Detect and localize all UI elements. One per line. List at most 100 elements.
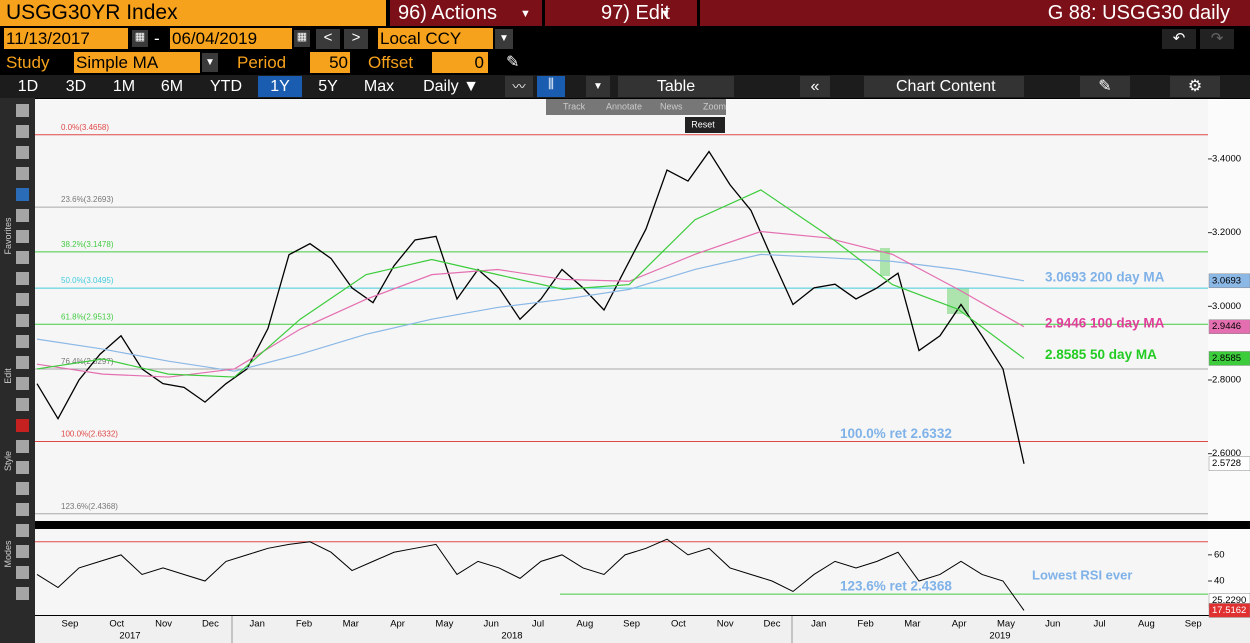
tab[interactable]: 1Y [258, 76, 302, 97]
tool-icon [16, 230, 29, 243]
x-tick-label: May [435, 619, 453, 630]
x-tick-label: Sep [623, 619, 640, 630]
tool-icon [16, 377, 29, 390]
collapse-button[interactable]: « [800, 76, 830, 97]
tool-icon [16, 566, 29, 579]
page-title: G 88: USGG30 daily [700, 0, 1250, 26]
value-badge [1208, 456, 1250, 471]
fib-label: 38.2%(3.1478) [61, 240, 114, 249]
tool-icon [16, 125, 29, 138]
y-tick-label: 40 [1214, 576, 1225, 587]
chart-tool: Zoom [703, 101, 726, 111]
edit-icon[interactable]: ✎ [1080, 76, 1130, 97]
dropdown[interactable]: ▼ [586, 76, 610, 97]
x-tick-label: Jan [811, 619, 826, 630]
highlight [880, 248, 890, 276]
fib-label: 0.0%(3.4658) [61, 123, 109, 132]
undo-button[interactable]: ↶ [1162, 29, 1196, 49]
fib-label: 23.6%(3.2693) [61, 195, 114, 204]
currency[interactable]: Local CCY [378, 28, 493, 49]
prev-button[interactable]: < [316, 29, 340, 49]
y-tick-label: 3.0000 [1212, 301, 1241, 312]
tool-icon [16, 440, 29, 453]
tab[interactable]: 6M [160, 78, 184, 95]
redo-button[interactable]: ↷ [1200, 29, 1234, 49]
caret: ▼ [520, 8, 531, 20]
value-badge-label: 2.8585 [1212, 353, 1241, 364]
edit-menu[interactable]: 97) Edit [545, 0, 697, 26]
value-badge-label: 2.5728 [1212, 458, 1241, 469]
tab[interactable]: 3D [65, 78, 87, 95]
calendar-icon[interactable]: ▦ [132, 30, 148, 47]
x-tick-label: Jan [250, 619, 265, 630]
offset[interactable]: 0 [432, 52, 488, 73]
reset-bg [685, 117, 725, 133]
tool-icon [16, 587, 29, 600]
tool-icon [16, 293, 29, 306]
value-badge [1208, 273, 1250, 289]
table-button[interactable]: Table [618, 76, 734, 97]
series-line [36, 150, 1025, 464]
period-label: Period [237, 53, 287, 72]
x-tick-label: Mar [904, 619, 920, 630]
tool-icon [16, 251, 29, 264]
tab[interactable]: 1D [17, 78, 39, 95]
start-date[interactable]: 11/13/2017 [4, 28, 128, 49]
settings-icon[interactable]: ⚙ [1170, 76, 1220, 97]
x-tick-label: May [997, 619, 1015, 630]
rsi-annotation: Lowest RSI ever [1032, 567, 1132, 582]
value-badge [1208, 603, 1250, 618]
tool-icon [16, 398, 29, 411]
tab[interactable]: 1M [112, 78, 136, 95]
end-date[interactable]: 06/04/2019 [170, 28, 292, 49]
series-line [36, 189, 1025, 378]
tool-icon [16, 167, 29, 180]
rsi-bg [35, 529, 1208, 615]
axis-bg [1208, 99, 1250, 521]
x-tick-label: Jun [484, 619, 499, 630]
series-line [36, 230, 1025, 378]
calendar-icon[interactable]: ▦ [294, 30, 310, 47]
study-label: Study [6, 53, 50, 72]
tool-icon [16, 104, 29, 117]
tab[interactable]: Daily ▼ [423, 78, 479, 95]
security[interactable]: USGG30YR Index [0, 0, 386, 26]
actions-menu[interactable]: 96) Actions [390, 0, 542, 26]
y-tick-label: 60 [1214, 549, 1225, 560]
ma-label: 2.9446 100 day MA [1045, 315, 1165, 330]
value-badge [1208, 351, 1250, 366]
dash: - [154, 29, 160, 48]
chart-content-button[interactable]: Chart Content [864, 76, 1024, 97]
tab[interactable]: 5Y [318, 78, 338, 95]
fib-label: 100.0%(2.6332) [61, 430, 118, 439]
x-tick-label: Dec [764, 619, 781, 630]
ma-label: 2.8585 50 day MA [1045, 347, 1157, 362]
bar-icon[interactable]: ⫼ [537, 76, 565, 97]
dropdown[interactable]: ▼ [202, 53, 218, 72]
tool-icon [16, 272, 29, 285]
year-label: 2017 [119, 631, 140, 642]
x-tick-label: Feb [857, 619, 873, 630]
fib-label: 123.6%(2.4368) [61, 502, 118, 511]
tools-bg [546, 99, 726, 115]
x-tick-label: Aug [1138, 619, 1155, 630]
dropdown[interactable]: ▼ [495, 29, 513, 49]
tab[interactable]: YTD [210, 78, 242, 95]
pen-icon[interactable]: ✎ [506, 54, 520, 71]
line-icon[interactable]: 〰 [505, 76, 533, 97]
study[interactable]: Simple MA [74, 52, 200, 73]
tool-icon [16, 524, 29, 537]
x-tick-label: Oct [671, 619, 686, 630]
tab[interactable]: Max [363, 78, 395, 95]
ret-label: 100.0% ret 2.6332 [840, 426, 952, 441]
period[interactable]: 50 [310, 52, 350, 73]
x-tick-label: Apr [952, 619, 967, 630]
x-tick-label: Nov [717, 619, 734, 630]
tool-icon [16, 356, 29, 369]
x-tick-label: Jul [532, 619, 544, 630]
x-tick-label: Sep [1185, 619, 1202, 630]
ret-label: 123.6% ret 2.4368 [840, 578, 952, 593]
next-button[interactable]: > [344, 29, 368, 49]
plot-bg [35, 99, 1208, 521]
